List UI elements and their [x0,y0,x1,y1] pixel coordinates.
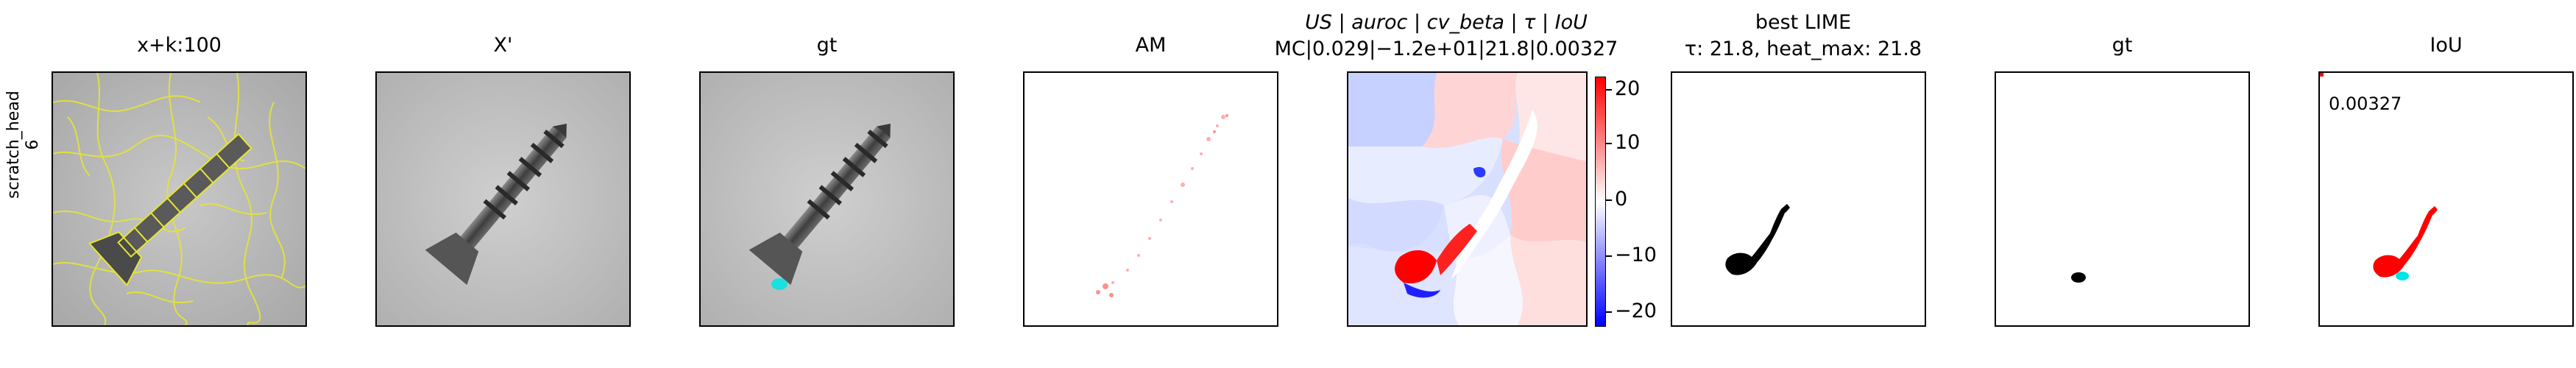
gt-overlay-image [699,71,955,327]
colorbar-tick [1606,255,1612,257]
superpixel-image [52,71,307,327]
gt-mask [1995,71,2250,327]
panel-title-iou: IoU [2430,34,2463,57]
colorbar-label-20: 20 [1615,77,1641,100]
gt-defect-region [771,278,788,290]
colorbar-label-10: 10 [1615,131,1641,154]
row-label-index: 6 [24,139,42,150]
panel-title-xk: x+k:100 [137,34,222,57]
xprime-image [375,71,631,327]
am-heatmap [1023,71,1278,327]
us-blue-region [1404,283,1440,298]
iou-value: 0.00327 [2329,93,2402,114]
panel-title-gt: gt [816,34,838,57]
panel-title-us-line2: MC|0.029|−1.2e+01|21.8|0.00327 [1274,38,1618,60]
panel-title-us-line1: US | auroc | cv_beta | τ | IoU [1305,11,1588,34]
panel-title-lime-line2: τ: 21.8, heat_max: 21.8 [1684,38,1922,60]
row-label: scratch_head 6 [4,91,43,199]
colorbar-tick [1606,311,1612,313]
row-label-name: scratch_head [4,91,23,199]
us-heatmap [1347,71,1588,327]
panel-title-am: AM [1135,34,1167,57]
panel-title-gt2: gt [2112,34,2133,57]
colorbar [1595,77,1606,327]
colorbar-label-0: 0 [1615,188,1628,210]
panel-title-xprime: X' [493,34,513,57]
panel-title-lime-line1: best LIME [1755,11,1852,34]
colorbar-label-neg20: −20 [1615,300,1657,322]
colorbar-tick [1606,143,1612,144]
colorbar-tick [1606,199,1612,201]
us-red-region [1395,250,1437,283]
colorbar-label-neg10: −10 [1615,244,1657,266]
colorbar-tick [1606,89,1612,91]
iou-overlay: 0.00327 [2318,71,2574,327]
lime-mask [1671,71,1926,327]
